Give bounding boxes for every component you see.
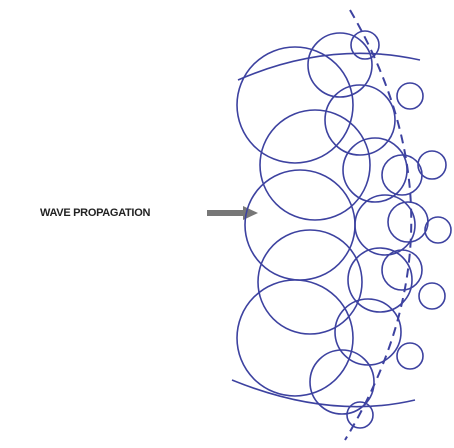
- arrow: [207, 206, 258, 220]
- wavelets: [232, 31, 451, 428]
- page: {"label": "WAVE PROPAGATION"} WAVE PROPA…: [0, 0, 454, 448]
- diagram: WAVE PROPAGATION: [0, 0, 454, 448]
- label: WAVE PROPAGATION: [40, 207, 150, 219]
